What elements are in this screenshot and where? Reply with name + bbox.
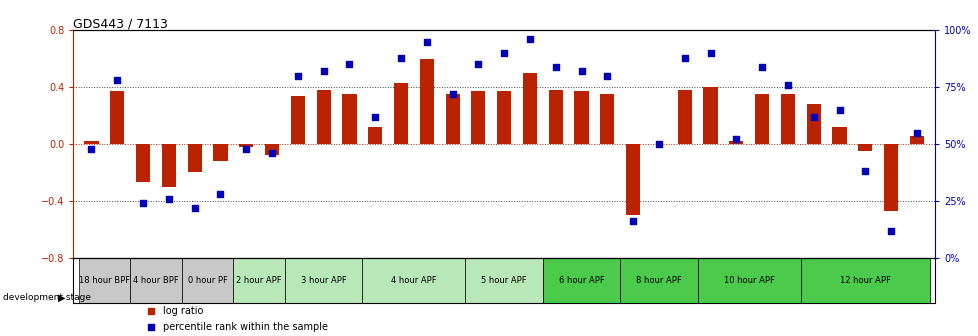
Bar (548, 90, 562, 144)
Bar (239, 144, 253, 147)
Bar (703, 87, 717, 144)
Text: GDS443 / 7113: GDS443 / 7113 (73, 17, 168, 30)
Point (393, 55, 409, 60)
Bar (420, 59, 433, 144)
Bar (522, 73, 537, 144)
Bar (831, 127, 846, 144)
Text: 10 hour APF: 10 hour APF (723, 276, 774, 285)
Text: 4 hour APF: 4 hour APF (390, 276, 436, 285)
Bar (470, 91, 485, 144)
Point (650, 141, 666, 147)
Bar (780, 94, 794, 144)
Text: 2 hour APF: 2 hour APF (236, 276, 282, 285)
Bar (290, 96, 304, 144)
Point (135, 201, 151, 206)
Point (805, 114, 821, 119)
Text: 18 hour BPF: 18 hour BPF (79, 276, 130, 285)
Bar (316, 90, 331, 144)
Bar (600, 94, 614, 144)
Point (857, 169, 872, 174)
Point (753, 64, 769, 69)
Point (779, 82, 795, 88)
Bar (625, 144, 640, 215)
Point (289, 73, 305, 78)
Point (239, 146, 254, 151)
Bar (620, 258, 697, 303)
Bar (574, 91, 588, 144)
Point (909, 130, 924, 135)
Bar (800, 258, 929, 303)
Bar (393, 83, 408, 144)
Bar (342, 94, 356, 144)
Point (110, 78, 125, 83)
Text: percentile rank within the sample: percentile rank within the sample (163, 322, 328, 332)
Point (367, 114, 382, 119)
Bar (465, 258, 543, 303)
Bar (729, 141, 742, 144)
Bar (909, 135, 923, 144)
Bar (182, 258, 233, 303)
Text: 0 hour PF: 0 hour PF (188, 276, 227, 285)
Bar (543, 258, 620, 303)
Bar (445, 94, 460, 144)
Point (625, 219, 641, 224)
Point (728, 137, 743, 142)
Point (187, 205, 202, 210)
Text: 8 hour APF: 8 hour APF (636, 276, 681, 285)
Bar (285, 258, 362, 303)
Bar (858, 144, 871, 151)
Bar (754, 94, 769, 144)
Point (676, 55, 691, 60)
Bar (213, 144, 227, 161)
Point (599, 73, 614, 78)
Bar (130, 258, 182, 303)
Point (470, 62, 486, 67)
Point (341, 62, 357, 67)
Bar (265, 144, 279, 156)
Bar (161, 144, 176, 187)
Point (496, 50, 511, 56)
Bar (362, 258, 465, 303)
Text: 5 hour APF: 5 hour APF (481, 276, 526, 285)
Text: development stage: development stage (3, 293, 91, 302)
Point (521, 37, 537, 42)
Point (212, 192, 228, 197)
Bar (697, 258, 800, 303)
Text: 3 hour APF: 3 hour APF (300, 276, 346, 285)
Point (160, 196, 176, 201)
Bar (368, 127, 382, 144)
Bar (677, 90, 691, 144)
Point (702, 50, 718, 56)
Text: 12 hour APF: 12 hour APF (839, 276, 890, 285)
Point (444, 91, 460, 97)
Bar (78, 258, 130, 303)
Text: ▶: ▶ (58, 292, 66, 302)
Point (831, 107, 847, 113)
Point (548, 64, 563, 69)
Text: log ratio: log ratio (163, 306, 203, 316)
Bar (497, 91, 511, 144)
Bar (883, 144, 897, 211)
Bar (188, 144, 201, 172)
Point (882, 228, 898, 233)
Point (573, 69, 589, 74)
Text: 6 hour APF: 6 hour APF (558, 276, 603, 285)
Point (83, 146, 99, 151)
Point (419, 39, 434, 44)
Bar (111, 91, 124, 144)
Bar (136, 144, 150, 182)
Text: 4 hour BPF: 4 hour BPF (133, 276, 179, 285)
Bar (84, 141, 99, 144)
Bar (233, 258, 285, 303)
Point (316, 69, 332, 74)
Point (264, 151, 280, 156)
Bar (806, 104, 820, 144)
